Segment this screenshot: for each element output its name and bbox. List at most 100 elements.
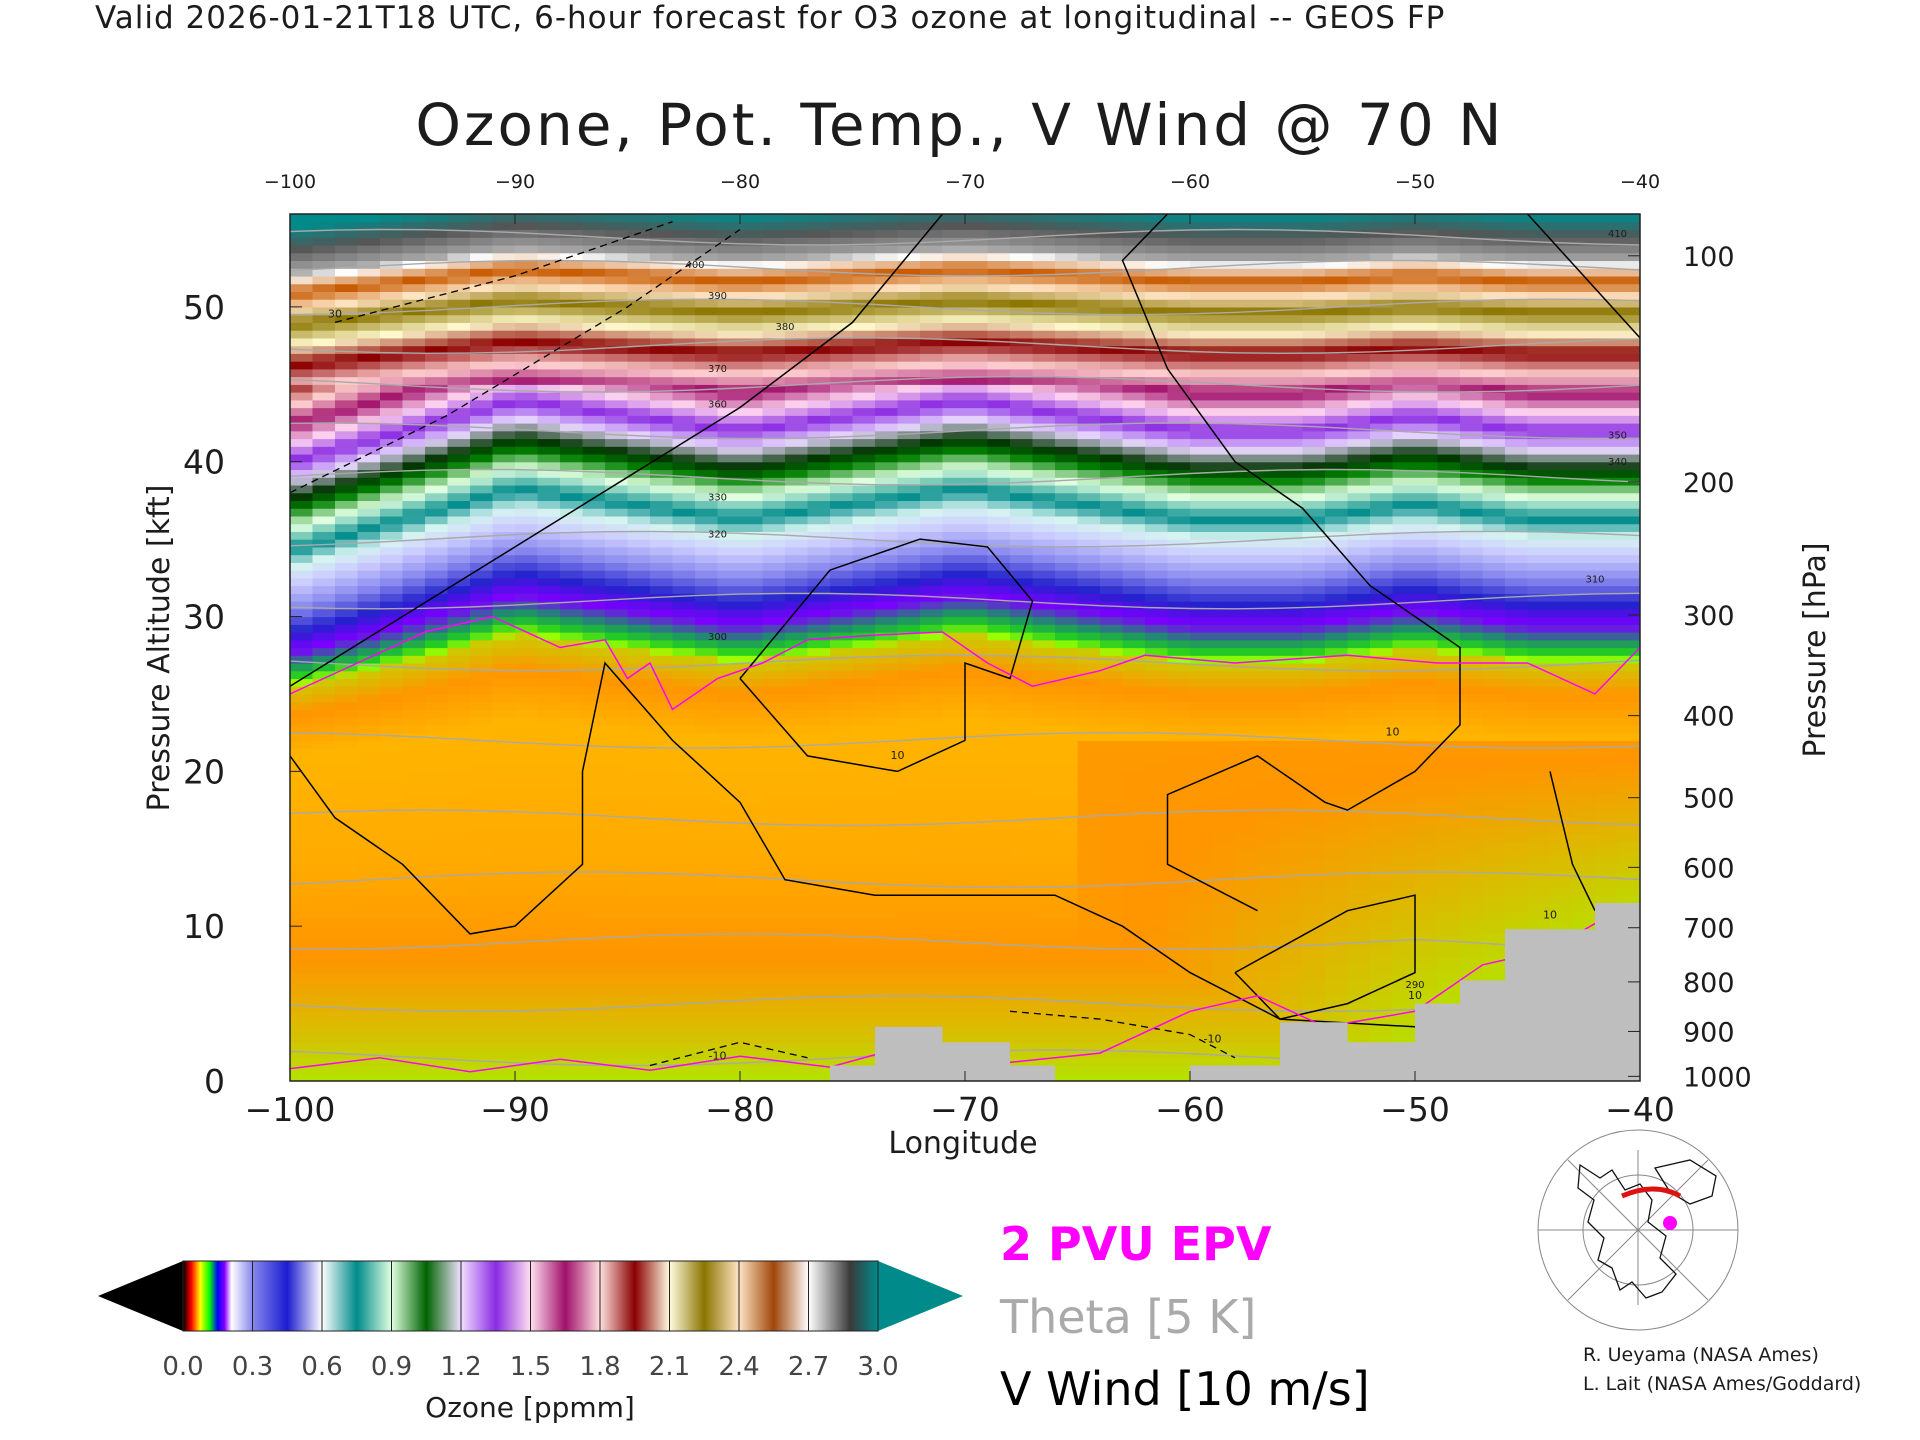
ozone-cell — [852, 732, 876, 741]
ozone-cell — [335, 639, 359, 649]
ozone-cell — [1167, 748, 1191, 757]
ozone-cell — [627, 461, 651, 471]
ozone-cell — [1100, 608, 1124, 618]
ozone-cell — [515, 995, 539, 1005]
ozone-cell — [582, 964, 606, 974]
ozone-cell — [1122, 1011, 1146, 1020]
ozone-cell — [942, 670, 966, 680]
ozone-cell — [650, 299, 674, 308]
ozone-cell — [897, 461, 921, 471]
ozone-cell — [1010, 291, 1034, 300]
ozone-cell — [627, 585, 651, 594]
ozone-cell — [560, 910, 584, 920]
ozone-cell — [290, 353, 314, 362]
ozone-cell — [1190, 779, 1214, 788]
ozone-cell — [1077, 910, 1101, 920]
ozone-cell — [1235, 1019, 1259, 1028]
ozone-cell — [357, 399, 381, 409]
ozone-cell — [1190, 546, 1214, 556]
ozone-cell — [627, 1019, 651, 1028]
ozone-cell — [335, 856, 359, 865]
ozone-cell — [1055, 1003, 1079, 1012]
ozone-cell — [1145, 724, 1169, 734]
ozone-cell — [335, 817, 359, 827]
ozone-cell — [695, 841, 719, 850]
ozone-cell — [380, 678, 404, 687]
ozone-cell — [1010, 957, 1034, 966]
ozone-cell — [605, 306, 629, 316]
ozone-cell — [515, 477, 539, 486]
ozone-cell — [492, 724, 516, 734]
ozone-cell — [515, 833, 539, 842]
ozone-cell — [582, 662, 606, 672]
ozone-cell — [402, 1065, 426, 1074]
ozone-cell — [1145, 1042, 1169, 1051]
ozone-cell — [582, 384, 606, 393]
ozone-cell — [740, 871, 764, 881]
ozone-cell — [1167, 1026, 1191, 1036]
ozone-cell — [762, 724, 786, 734]
ozone-cell — [717, 763, 741, 772]
ozone-cell — [605, 910, 629, 920]
ozone-cell — [380, 810, 404, 819]
ozone-cell — [1212, 1019, 1236, 1028]
ozone-cell — [1145, 291, 1169, 300]
ozone-cell — [425, 469, 449, 478]
ozone-cell — [380, 539, 404, 548]
ozone-cell — [650, 833, 674, 842]
ozone-cell — [402, 802, 426, 811]
ozone-cell — [1055, 337, 1079, 347]
ozone-cell — [582, 655, 606, 664]
ozone-cell — [875, 484, 899, 494]
ozone-cell — [1235, 1003, 1259, 1012]
ozone-cell — [1122, 825, 1146, 834]
ozone-cell — [1055, 461, 1079, 471]
ozone-cell — [425, 554, 449, 563]
ozone-cell — [1122, 802, 1146, 811]
ozone-cell — [537, 926, 561, 935]
ozone-cell — [1077, 430, 1101, 440]
ozone-cell — [425, 484, 449, 494]
ozone-cell — [537, 864, 561, 873]
ozone-cell — [1055, 515, 1079, 525]
ozone-cell — [695, 244, 719, 254]
ozone-cell — [1077, 523, 1101, 532]
ozone-cell — [807, 724, 831, 734]
ozone-cell — [605, 732, 629, 741]
ozone-cell — [942, 825, 966, 834]
ozone-cell — [852, 570, 876, 579]
ozone-cell — [470, 686, 494, 695]
ozone-cell — [875, 918, 899, 927]
ozone-cell — [605, 1073, 629, 1081]
ozone-cell — [537, 701, 561, 711]
ozone-cell — [627, 941, 651, 951]
ozone-cell — [290, 887, 314, 896]
ozone-cell — [1145, 662, 1169, 672]
ozone-cell — [875, 260, 899, 269]
ozone-cell — [965, 848, 989, 858]
ozone-cell — [425, 887, 449, 896]
ozone-cell — [807, 910, 831, 920]
ozone-cell — [695, 546, 719, 556]
ozone-cell — [470, 748, 494, 757]
ozone-cell — [425, 337, 449, 347]
ozone-cell — [740, 392, 764, 401]
ozone-cell — [650, 1042, 674, 1051]
ozone-cell — [740, 438, 764, 447]
ozone-cell — [492, 918, 516, 927]
ozone-cell — [650, 724, 674, 734]
ozone-cell — [357, 972, 381, 981]
ozone-cell — [1212, 399, 1236, 409]
ozone-cell — [515, 539, 539, 548]
ozone-cell — [492, 686, 516, 695]
ozone-cell — [852, 446, 876, 455]
ozone-cell — [672, 655, 696, 664]
ozone-cell — [672, 275, 696, 285]
ozone-cell — [1122, 918, 1146, 927]
ozone-cell — [672, 926, 696, 935]
ozone-cell — [762, 933, 786, 943]
ozone-cell — [1122, 864, 1146, 873]
ozone-cell — [942, 771, 966, 780]
ozone-cell — [1010, 585, 1034, 594]
ozone-cell — [852, 430, 876, 440]
